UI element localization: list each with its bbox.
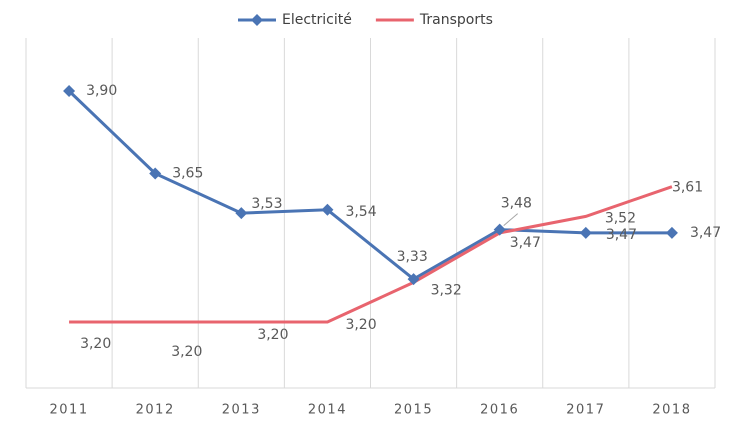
legend-label: Electricité xyxy=(282,12,352,28)
legend-label: Transports xyxy=(419,12,493,28)
data-label: 3,52 xyxy=(605,210,636,226)
x-tick-label: 2014 xyxy=(308,403,347,418)
data-label: 3,20 xyxy=(345,317,376,333)
x-tick-label: 2013 xyxy=(222,403,261,418)
point-marker xyxy=(407,273,420,286)
point-marker xyxy=(63,85,76,97)
data-label: 3,20 xyxy=(257,327,288,343)
x-tick-label: 2016 xyxy=(480,403,519,418)
data-label: 3,54 xyxy=(345,204,376,220)
x-tick-label: 2011 xyxy=(50,403,89,418)
data-label: 3,47 xyxy=(606,227,637,243)
data-label: 3,90 xyxy=(86,83,117,99)
label-leader xyxy=(503,213,519,226)
data-label: 3,65 xyxy=(172,166,203,182)
point-marker xyxy=(579,226,592,239)
data-label: 3,32 xyxy=(431,282,462,298)
data-label: 3,20 xyxy=(171,344,202,360)
data-label: 3,33 xyxy=(397,249,428,265)
data-label: 3,20 xyxy=(80,336,111,352)
data-label: 3,48 xyxy=(501,196,532,212)
x-tick-label: 2017 xyxy=(566,403,605,418)
point-marker xyxy=(665,226,678,239)
point-marker xyxy=(321,203,334,216)
x-tick-label: 2015 xyxy=(394,403,433,418)
data-label: 3,61 xyxy=(672,180,703,196)
point-marker xyxy=(149,167,162,180)
legend-marker xyxy=(251,14,263,26)
series-line xyxy=(68,89,672,281)
point-marker xyxy=(235,207,248,220)
x-tick-label: 2018 xyxy=(652,403,691,418)
point-marker xyxy=(493,223,506,236)
data-label: 3,47 xyxy=(510,235,541,251)
series-line xyxy=(69,185,673,324)
x-tick-label: 2012 xyxy=(136,403,175,418)
data-label: 3,47 xyxy=(690,225,721,241)
data-label: 3,53 xyxy=(251,196,282,212)
